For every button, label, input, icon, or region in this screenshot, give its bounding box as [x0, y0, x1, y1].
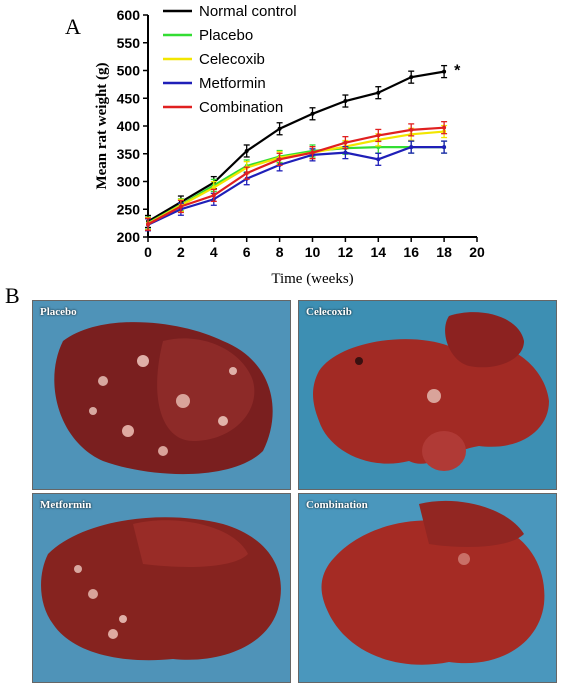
liver-image	[299, 301, 556, 489]
y-tick-label: 450	[117, 90, 141, 106]
data-point	[409, 75, 414, 80]
liver-image	[299, 494, 556, 682]
y-tick-label: 550	[117, 35, 141, 51]
photo-label: Celecoxib	[306, 306, 352, 318]
data-point	[277, 126, 282, 131]
data-point	[442, 69, 447, 74]
series-line	[147, 130, 445, 225]
photo-label: Metformin	[40, 499, 92, 511]
photo-label: Combination	[306, 499, 368, 511]
data-point	[343, 99, 348, 104]
data-point	[277, 157, 282, 162]
data-point	[343, 150, 348, 155]
x-tick-label: 10	[305, 244, 321, 260]
y-tick-label: 200	[117, 229, 141, 245]
data-point	[343, 140, 348, 145]
data-point	[211, 193, 216, 198]
x-tick-label: 0	[144, 244, 152, 260]
data-point	[244, 148, 249, 153]
data-point	[211, 185, 216, 190]
legend-label: Placebo	[199, 27, 253, 44]
panel-label-b: B	[5, 283, 20, 308]
liver-photo-placebo: Placebo	[32, 300, 291, 490]
data-point	[409, 127, 414, 132]
liver-image	[33, 301, 290, 489]
series-line	[147, 145, 445, 226]
data-point	[244, 171, 249, 176]
y-tick-label: 500	[117, 63, 141, 79]
series-line	[147, 70, 445, 223]
data-point	[146, 222, 150, 227]
data-point	[310, 111, 315, 116]
x-tick-label: 14	[371, 244, 387, 260]
y-tick-label: 350	[117, 146, 141, 162]
x-tick-label: 18	[436, 244, 452, 260]
y-tick-label: 400	[117, 118, 141, 134]
data-point	[310, 150, 315, 155]
x-tick-label: 20	[469, 244, 485, 260]
liver-photo-metformin: Metformin	[32, 493, 291, 683]
legend-label: Normal control	[199, 3, 297, 20]
data-point	[442, 125, 447, 130]
y-tick-label: 300	[117, 174, 141, 190]
y-axis-label: Mean rat weight (g)	[94, 62, 110, 189]
liver-photo-celecoxib: Celecoxib	[298, 300, 557, 490]
photo-label: Placebo	[40, 306, 77, 318]
data-point	[376, 157, 381, 162]
legend-label: Combination	[199, 99, 283, 116]
x-tick-label: 6	[243, 244, 251, 260]
significance-annotation: *	[454, 63, 461, 80]
x-tick-label: 2	[177, 244, 185, 260]
data-point	[178, 204, 183, 209]
liver-image	[33, 494, 290, 682]
x-tick-label: 16	[403, 244, 419, 260]
legend-label: Celecoxib	[199, 51, 265, 68]
x-axis-label: Time (weeks)	[271, 271, 353, 287]
series-line	[147, 126, 445, 226]
x-tick-label: 8	[276, 244, 284, 260]
liver-photo-combination: Combination	[298, 493, 557, 683]
data-point	[442, 145, 447, 150]
y-tick-label: 600	[117, 7, 141, 23]
y-tick-label: 250	[117, 201, 141, 217]
line-chart: 200 250 300 350 400 450 500 550 600 0 2 4 6 8 10 12 14 16…	[94, 3, 485, 287]
x-tick-label: 12	[338, 244, 354, 260]
panel-label-a: A	[65, 14, 81, 39]
data-point	[376, 90, 381, 95]
series-line	[147, 145, 445, 225]
legend-label: Metformin	[199, 75, 266, 92]
x-tick-label: 4	[210, 244, 218, 260]
data-point	[376, 133, 381, 138]
data-point	[409, 145, 414, 150]
